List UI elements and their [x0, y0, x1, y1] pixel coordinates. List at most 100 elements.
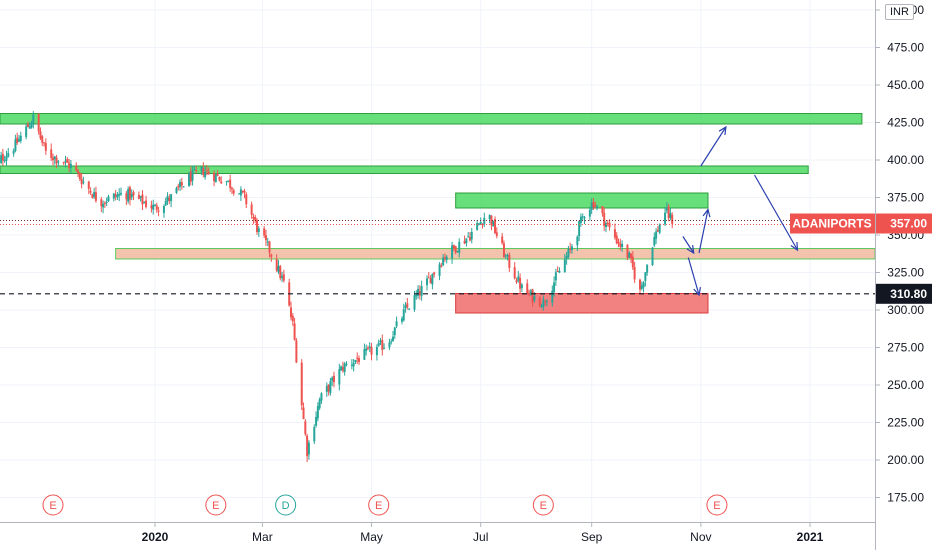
candle-body [418, 291, 421, 296]
projection-arrowhead [790, 241, 799, 252]
time-axis[interactable]: 2020 Mar May Jul Sep Nov 2021 [142, 522, 824, 544]
candle-body [137, 194, 140, 199]
candle-body [162, 205, 165, 213]
candle-body [263, 228, 266, 236]
candle-body [542, 299, 545, 308]
candles [0, 111, 674, 463]
zone-support [455, 293, 709, 314]
candle-body [100, 199, 103, 207]
candle-body [451, 245, 454, 259]
candle-body [381, 340, 384, 351]
y-tick-label: 325.00 [887, 266, 924, 280]
candle-body [492, 221, 495, 227]
y-tick-label: 275.00 [887, 341, 924, 355]
candle-body [456, 250, 459, 252]
candle-body [363, 349, 366, 360]
projection-line [698, 209, 709, 254]
candle-body [667, 206, 670, 219]
candle-body [400, 318, 403, 322]
candle-body [596, 206, 599, 209]
candle-body [646, 264, 649, 273]
candle-body [17, 139, 20, 142]
candle-body [150, 205, 153, 209]
candle-body [483, 217, 486, 225]
y-tick-label: 175.00 [887, 491, 924, 505]
candle-body [638, 279, 641, 290]
candle-body [588, 209, 591, 217]
candle-body [513, 267, 516, 279]
candle-body [431, 273, 434, 285]
candle-body [664, 212, 667, 225]
candle-body [91, 194, 94, 198]
candle-body [531, 289, 534, 303]
candle-body [282, 274, 285, 281]
candle-body [143, 202, 146, 204]
candle-body [402, 309, 405, 321]
candle-body [395, 321, 398, 327]
projection-arrowhead [686, 244, 695, 255]
candle-body [3, 160, 6, 162]
candle-body [103, 202, 106, 204]
candle-body [340, 366, 343, 371]
candle-body [540, 306, 543, 308]
candle-body [315, 416, 318, 426]
candle-body [494, 219, 497, 233]
candle-body [195, 170, 198, 172]
y-tick-label: 450.00 [887, 78, 924, 92]
candle-body [528, 293, 531, 295]
candle-body [125, 193, 128, 200]
candle-body [388, 342, 391, 348]
candle-body [320, 393, 323, 401]
candle-body [565, 256, 568, 260]
candle-body [139, 196, 142, 198]
candle-body [207, 171, 210, 175]
candle-body [238, 193, 241, 195]
candle-body [477, 223, 480, 225]
candle-body [508, 254, 511, 268]
candle-body [166, 196, 169, 202]
candle-body [338, 369, 341, 385]
candle-body [332, 375, 335, 383]
candle-body [576, 236, 579, 246]
candle-body [606, 222, 609, 224]
candle-body [358, 358, 361, 362]
candle-body [77, 170, 80, 173]
price-axis[interactable]: 500.00475.00450.00425.00400.00375.00350.… [875, 3, 924, 505]
candle-body [331, 377, 334, 381]
candle-body [188, 173, 191, 187]
candle-body [155, 205, 158, 210]
candle-body [476, 223, 479, 231]
candle-body [295, 340, 298, 363]
candle-body [168, 197, 171, 201]
candle-body [229, 179, 232, 188]
candle-body [41, 136, 44, 143]
projection-line [682, 236, 695, 254]
candle-body [406, 303, 409, 308]
currency-label[interactable]: INR [885, 4, 914, 20]
candle-body [19, 135, 22, 142]
projection-line [754, 174, 798, 251]
candle-body [604, 223, 607, 228]
candle-body [644, 272, 647, 281]
candle-body [179, 182, 182, 187]
candle-body [78, 173, 81, 179]
candle-body [343, 363, 346, 372]
event-marker-label: E [713, 500, 720, 512]
y-tick-label: 400.00 [887, 153, 924, 167]
candle-body [463, 240, 466, 244]
x-tick-label: Jul [473, 530, 488, 544]
candle-body [175, 188, 178, 193]
candle-body [300, 362, 303, 406]
candle-body [202, 168, 205, 176]
candle-body [603, 212, 606, 226]
candle-body [488, 214, 491, 219]
candle-body [506, 255, 509, 257]
x-tick-label: 2021 [797, 530, 824, 544]
candle-body [304, 421, 307, 435]
candle-body [302, 407, 305, 420]
last-price-badge: 357.00 [890, 217, 927, 231]
projection-line [687, 257, 700, 296]
y-tick-label: 475.00 [887, 41, 924, 55]
